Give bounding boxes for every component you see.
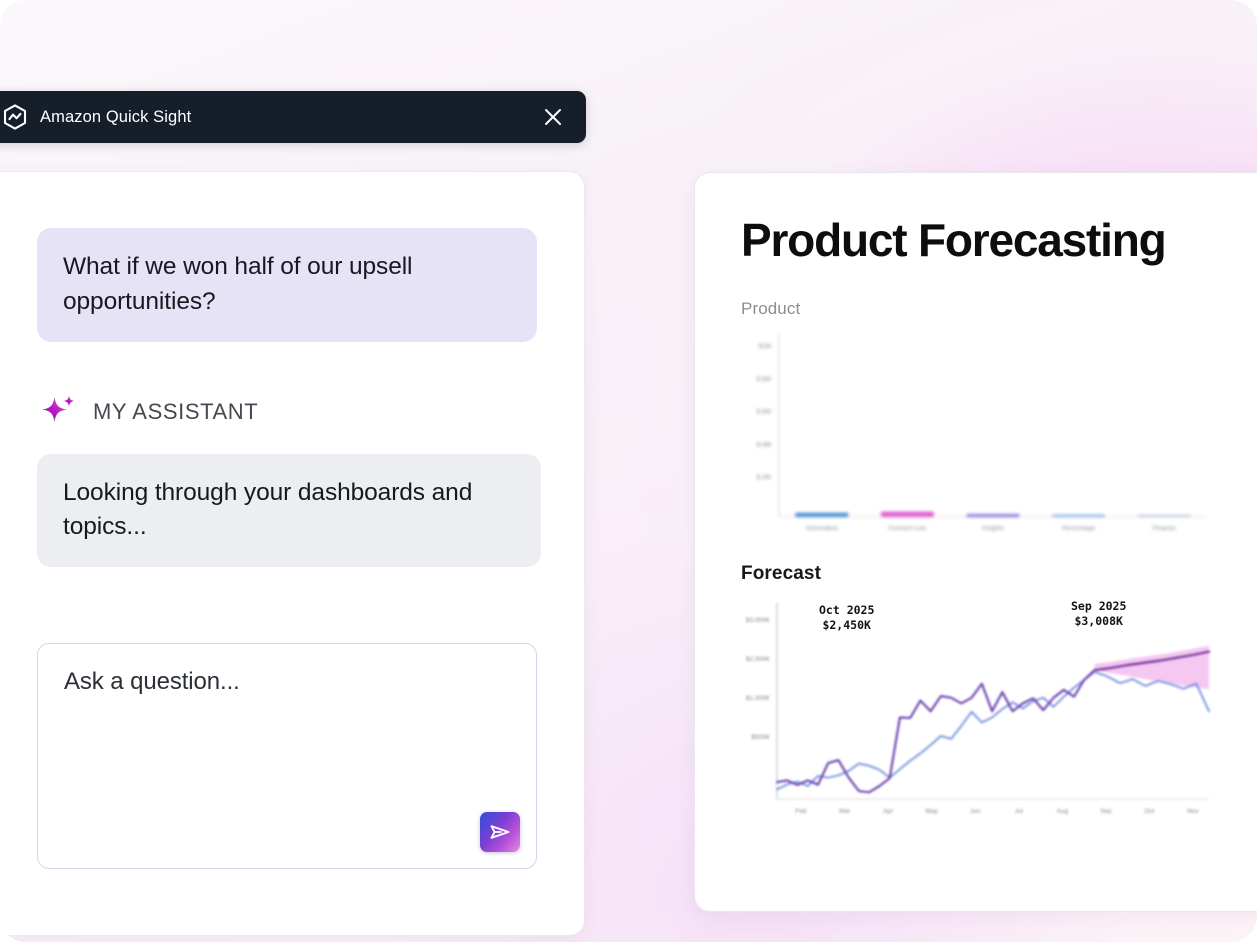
forecast-line-chart-svg: $3,000K $2,000K $1,000K $500K Feb Mar Apr May Ju… [746, 603, 1211, 815]
svg-text:$.6M: $.6M [757, 409, 771, 416]
sparkle-icon [42, 395, 75, 422]
close-icon [545, 109, 561, 125]
assistant-message-text: Looking through your dashboards and topi… [63, 478, 473, 541]
svg-text:$3,000K: $3,000K [746, 617, 771, 624]
svg-text:Oct: Oct [1144, 808, 1154, 815]
svg-text:Percentage: Percentage [1062, 525, 1096, 532]
forecast-annotation-left: Oct 2025 $2,450K [819, 603, 874, 633]
quicksight-hexagon-logo-icon [3, 104, 27, 130]
window-title: Amazon Quick Sight [40, 107, 192, 126]
svg-text:Finance: Finance [1153, 525, 1177, 532]
ask-question-input[interactable]: Ask a question... [37, 643, 537, 870]
svg-text:Jul: Jul [1015, 808, 1024, 815]
svg-text:$.4M: $.4M [757, 441, 771, 448]
send-paper-plane-icon [490, 825, 510, 839]
assistant-message-bubble: Looking through your dashboards and topi… [37, 453, 541, 568]
svg-text:Insights: Insights [982, 525, 1005, 532]
svg-text:Aug: Aug [1057, 808, 1069, 815]
product-bar-chart: $1M $.8M $.6M $.4M $.2M Automation Connect Liv… [741, 327, 1229, 555]
svg-text:$.8M: $.8M [757, 376, 771, 383]
assistant-header: MY ASSISTANT [39, 392, 536, 432]
forecast-annotation-right: Sep 2025 $3,008K [1071, 599, 1126, 629]
product-bar-chart-svg: $1M $.8M $.6M $.4M $.2M Automation Connect Liv… [757, 333, 1207, 532]
ask-question-placeholder: Ask a question... [64, 668, 240, 696]
window-titlebar: Amazon Quick Sight [0, 91, 586, 143]
svg-text:Sep: Sep [1100, 808, 1112, 815]
svg-text:$1,000K: $1,000K [746, 695, 771, 702]
forecast-annotation-left-label: Oct 2025 [819, 603, 875, 617]
svg-text:Connect Live: Connect Live [888, 525, 926, 532]
svg-text:$2,000K: $2,000K [746, 656, 771, 663]
forecast-annotation-right-label: Sep 2025 [1071, 599, 1127, 613]
forecast-annotation-left-value: $2,450K [822, 618, 871, 633]
send-button[interactable] [480, 812, 520, 853]
dashboard-title: Product Forecasting [741, 214, 1167, 266]
svg-text:$.2M: $.2M [757, 474, 771, 481]
user-message-bubble: What if we won half of our upsell opport… [37, 228, 537, 342]
forecast-section-label: Forecast [741, 563, 822, 584]
svg-text:May: May [926, 808, 939, 815]
svg-text:Mar: Mar [839, 808, 851, 815]
chat-panel: What if we won half of our upsell opport… [0, 171, 585, 936]
user-message-text: What if we won half of our upsell opport… [63, 253, 413, 315]
svg-text:Feb: Feb [795, 808, 807, 815]
svg-text:Jun: Jun [970, 808, 981, 815]
svg-text:Nov: Nov [1187, 808, 1199, 815]
product-section-label: Product [741, 299, 801, 318]
assistant-name-label: MY ASSISTANT [93, 398, 259, 424]
svg-text:$1M: $1M [758, 343, 771, 350]
forecast-line-chart: $3,000K $2,000K $1,000K $500K Feb Mar Apr May Ju… [741, 597, 1229, 847]
svg-text:Apr: Apr [883, 808, 894, 815]
close-button[interactable] [538, 102, 568, 132]
forecast-annotation-right-value: $3,008K [1074, 614, 1123, 629]
svg-text:$500K: $500K [751, 734, 770, 741]
svg-text:Automation: Automation [805, 525, 838, 532]
dashboard-panel: Product Forecasting Product $1M $.8M $.6M $… [694, 172, 1257, 912]
